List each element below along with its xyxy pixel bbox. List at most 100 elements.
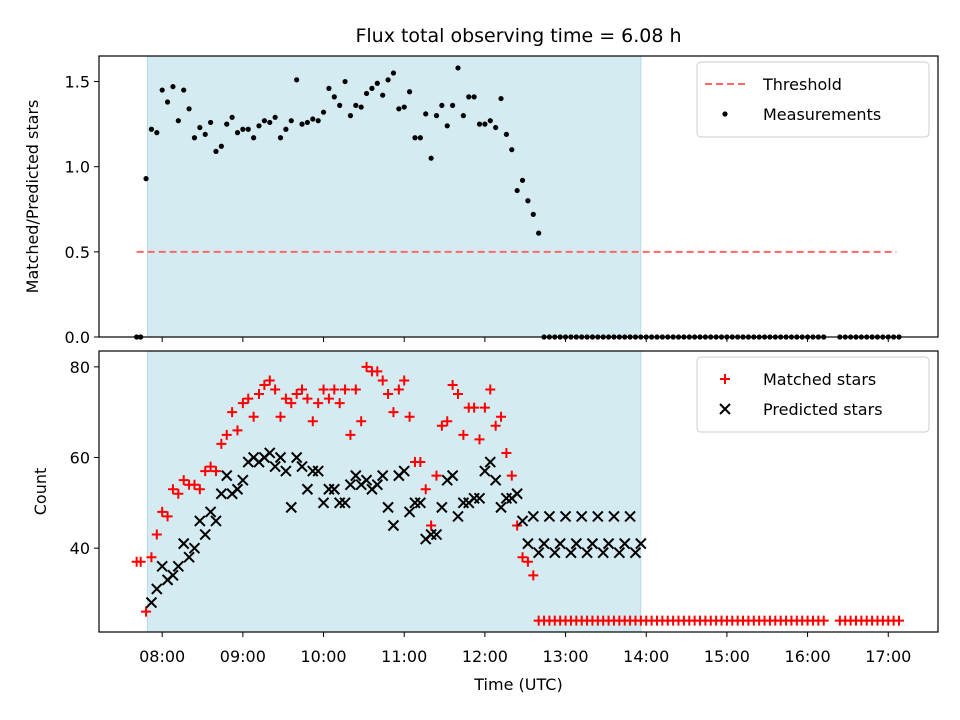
predicted-point xyxy=(210,515,222,527)
matched-point xyxy=(506,470,517,481)
predicted-point xyxy=(371,478,384,491)
predicted-point xyxy=(172,560,185,572)
predicted-point xyxy=(339,497,351,509)
measurement-point xyxy=(487,118,493,124)
measurement-point xyxy=(460,113,466,119)
matched-point xyxy=(420,484,431,495)
measurement-point xyxy=(369,85,375,91)
matched-point xyxy=(447,379,458,390)
measurement-point xyxy=(353,102,359,108)
predicted-point xyxy=(511,488,523,500)
matched-point xyxy=(356,416,367,427)
measurement-point xyxy=(218,143,224,149)
matched-point xyxy=(479,402,490,413)
matched-point xyxy=(399,375,410,386)
legend-box xyxy=(696,356,930,433)
matched-point xyxy=(490,420,501,431)
x-tick-label: 10:00 xyxy=(300,647,346,666)
predicted-point xyxy=(177,537,190,550)
measurement-point xyxy=(143,176,149,182)
matched-point xyxy=(275,411,286,422)
matched-point xyxy=(200,466,211,477)
matched-point xyxy=(436,420,447,431)
measurement-point xyxy=(272,114,278,120)
observing-window xyxy=(146,350,642,633)
observing-window xyxy=(146,55,642,338)
measurement-point xyxy=(406,89,413,95)
measurement-point xyxy=(315,118,321,124)
y-tick-label: 80 xyxy=(70,358,90,377)
predicted-point xyxy=(231,483,244,495)
predicted-point xyxy=(145,596,158,609)
matched-point xyxy=(528,570,539,581)
matched-point xyxy=(243,393,254,404)
legend: Matched stars Predicted stars xyxy=(696,356,930,433)
predicted-point xyxy=(387,519,400,532)
predicted-point xyxy=(619,537,631,550)
predicted-point xyxy=(554,537,566,550)
measurement-point xyxy=(229,114,235,120)
predicted-point xyxy=(285,501,297,514)
predicted-point xyxy=(549,546,561,559)
measurement-point xyxy=(519,177,526,183)
matched-point xyxy=(227,407,238,418)
matched-point xyxy=(393,384,404,395)
x-tick-label: 13:00 xyxy=(543,647,589,666)
predicted-point xyxy=(430,528,443,541)
matched-point xyxy=(318,384,329,395)
matched-point xyxy=(216,438,227,449)
predicted-point xyxy=(350,469,362,482)
measurement-point xyxy=(385,77,391,83)
predicted-point xyxy=(452,510,464,523)
measurement-point xyxy=(455,65,461,71)
predicted-point xyxy=(188,542,201,554)
matched-point xyxy=(388,407,399,418)
matched-point xyxy=(426,520,437,531)
predicted-point xyxy=(613,546,626,559)
measurement-point xyxy=(251,135,257,141)
predicted-point xyxy=(565,546,577,559)
axes-frame xyxy=(98,55,939,338)
y-axis-title: Count xyxy=(31,468,50,516)
measurement-point xyxy=(396,106,402,112)
measurement-point xyxy=(304,119,311,126)
matched-point xyxy=(157,506,168,517)
predicted-point xyxy=(624,510,636,523)
matched-point xyxy=(350,384,361,395)
matched-point xyxy=(415,457,426,468)
predicted-point xyxy=(403,506,416,518)
measurement-point xyxy=(358,104,364,110)
matched-point xyxy=(485,384,496,395)
measurement-point xyxy=(159,87,165,93)
predicted-point xyxy=(344,478,357,491)
ratio-panel: 0.0 0.5 1.0 1.5 Matched/Predicted stars Thres… xyxy=(23,55,939,347)
measurement-point xyxy=(536,230,542,236)
measurement-point xyxy=(466,94,472,100)
matched-point xyxy=(517,552,528,563)
predicted-point xyxy=(376,469,389,482)
matched-point xyxy=(307,416,318,427)
matched-point xyxy=(383,389,394,400)
predicted-point xyxy=(586,537,599,550)
predicted-point xyxy=(629,546,642,559)
x-axis-title: Time (UTC) xyxy=(473,675,562,694)
matched-point xyxy=(232,425,243,436)
matched-point xyxy=(404,411,415,422)
matched-point xyxy=(329,384,340,395)
y-tick-label: 0.5 xyxy=(65,243,90,262)
measurement-point xyxy=(326,85,332,91)
measurement-point xyxy=(299,121,305,127)
measurement-point xyxy=(423,111,429,117)
y-tick-label: 40 xyxy=(70,539,90,558)
predicted-point xyxy=(199,528,211,541)
measurement-point xyxy=(433,113,440,119)
x-tick-label: 09:00 xyxy=(220,647,266,666)
measurement-point xyxy=(170,84,176,90)
measurement-point xyxy=(267,119,273,126)
measurement-point xyxy=(498,95,504,102)
legend-measurement-swatch xyxy=(722,111,728,117)
matched-point xyxy=(361,361,372,372)
measurement-point xyxy=(261,118,267,124)
measurement-point xyxy=(390,70,397,76)
